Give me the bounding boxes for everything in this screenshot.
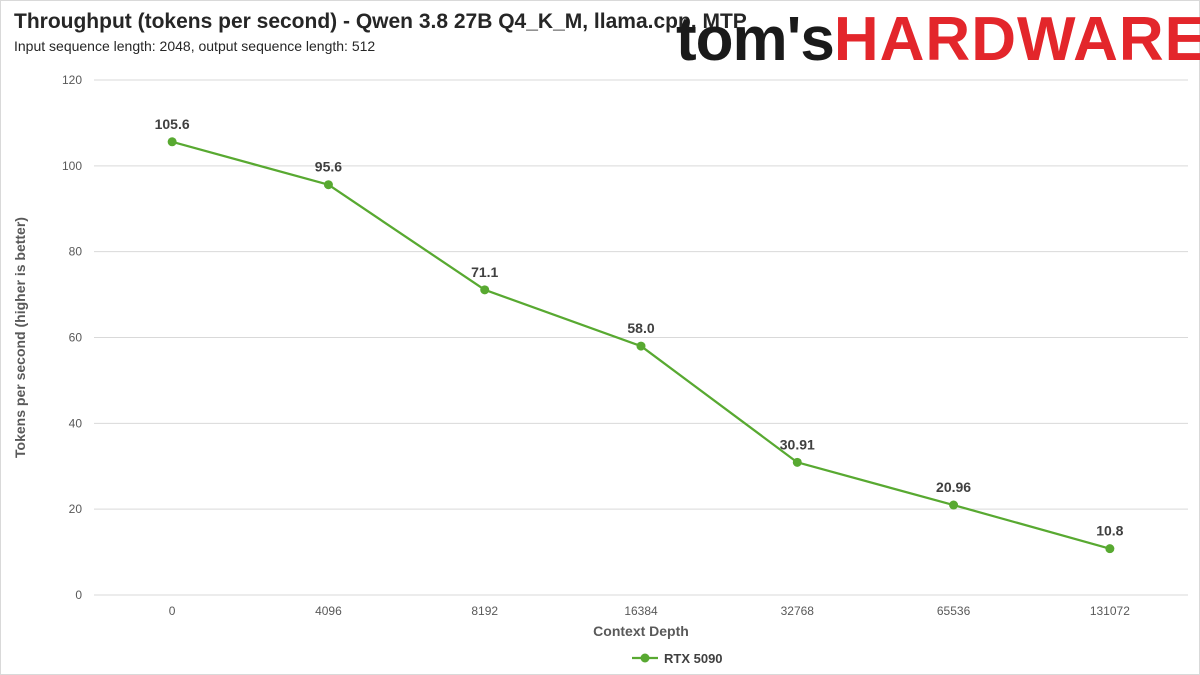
x-tick-label: 131072 xyxy=(1090,604,1130,618)
logo-part-hardware: HARDWARE xyxy=(833,5,1200,74)
y-tick-label: 100 xyxy=(62,159,82,173)
data-label: 95.6 xyxy=(315,159,342,175)
x-tick-label: 32768 xyxy=(781,604,815,618)
x-tick-label: 4096 xyxy=(315,604,342,618)
y-axis-ticks: 0 20 40 60 80 100 120 xyxy=(62,73,82,602)
y-tick-label: 20 xyxy=(69,502,83,516)
series-rtx-5090 xyxy=(167,137,1115,554)
data-label: 71.1 xyxy=(471,264,498,280)
y-tick-label: 60 xyxy=(69,331,83,345)
data-label: 58.0 xyxy=(627,320,654,336)
data-label: 20.96 xyxy=(936,479,971,495)
x-tick-label: 0 xyxy=(169,604,176,618)
y-axis-title: Tokens per second (higher is better) xyxy=(12,217,28,458)
x-tick-label: 16384 xyxy=(624,604,658,618)
gridlines xyxy=(94,79,1188,596)
y-tick-label: 80 xyxy=(69,245,83,259)
y-tick-label: 0 xyxy=(75,588,82,602)
data-labels: 105.6 95.6 71.1 58.0 30.91 20.96 10.8 xyxy=(155,116,1124,539)
x-tick-label: 65536 xyxy=(937,604,971,618)
data-point xyxy=(480,285,490,295)
data-point xyxy=(323,180,333,190)
legend: RTX 5090 xyxy=(632,651,723,666)
legend-marker-swatch xyxy=(640,653,650,663)
chart-title: Throughput (tokens per second) - Qwen 3.… xyxy=(14,10,747,33)
legend-label: RTX 5090 xyxy=(664,651,723,666)
y-tick-label: 120 xyxy=(62,73,82,87)
data-point xyxy=(949,500,959,510)
x-axis-ticks: 0 4096 8192 16384 32768 65536 131072 xyxy=(169,604,1130,618)
data-label: 105.6 xyxy=(155,116,190,132)
data-label: 10.8 xyxy=(1096,523,1123,539)
x-axis-title: Context Depth xyxy=(593,623,689,639)
data-point xyxy=(792,457,802,467)
data-point xyxy=(167,137,177,147)
chart-subtitle: Input sequence length: 2048, output sequ… xyxy=(14,38,376,54)
toms-hardware-logo: tom'sHARDWARE xyxy=(676,0,1200,80)
y-tick-label: 40 xyxy=(69,416,83,430)
x-tick-label: 8192 xyxy=(471,604,498,618)
logo-part-toms: tom's xyxy=(676,5,835,74)
data-point xyxy=(1105,544,1115,554)
data-label: 30.91 xyxy=(780,436,815,452)
data-point xyxy=(636,341,646,351)
